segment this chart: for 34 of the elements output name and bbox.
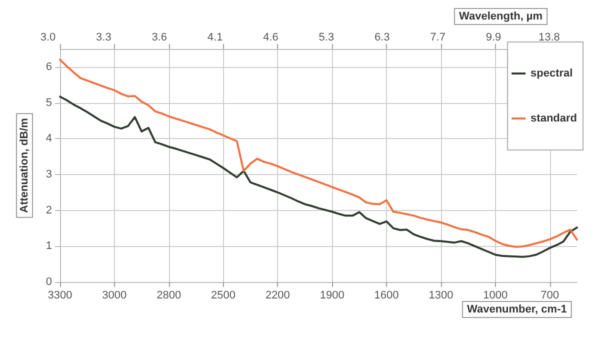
text: 5.3 [318,32,334,44]
y-tick-label: 3 [46,168,52,180]
x2-axis-title: Wavelength, µm [459,10,543,22]
text: 4.6 [263,32,278,44]
y-tick-label: 4 [46,132,52,145]
y-tick-label: 0 [46,276,52,288]
y-tick-label: 1 [46,240,52,252]
x-tick-label: 1600 [374,290,399,302]
legend-label: spectral [530,68,573,80]
x-tick-label: 3000 [102,290,127,302]
x-tick-label: 700 [540,290,559,302]
x-tick-label: 2500 [211,290,236,302]
text: 3.0 [40,32,56,44]
text: 6.3 [374,32,390,44]
x-axis-title: Wavenumber, cm-1 [467,304,567,316]
x-tick-label: 1000 [483,290,508,302]
text: 4.1 [207,32,223,44]
text: 13.8 [538,32,560,44]
line-series [59,96,578,258]
x-tick-label: 1900 [320,290,344,302]
line-series [59,58,578,248]
y-tick-label: 2 [46,204,52,216]
text: 7.7 [430,32,446,44]
text: 3.3 [96,32,112,44]
text: 3.6 [152,32,168,44]
legend-label: standard [530,112,578,124]
x-tick-label: 2800 [156,290,182,302]
y-axis-title: Attenuation, dB/m [18,118,30,213]
y-tick-label: 6 [46,60,52,73]
x-tick-label: 3300 [48,290,72,302]
y-tick-label: 5 [46,96,52,109]
text: 9.9 [486,32,502,44]
x-tick-label: 1300 [428,290,454,302]
x-tick-label: 2200 [265,290,290,302]
